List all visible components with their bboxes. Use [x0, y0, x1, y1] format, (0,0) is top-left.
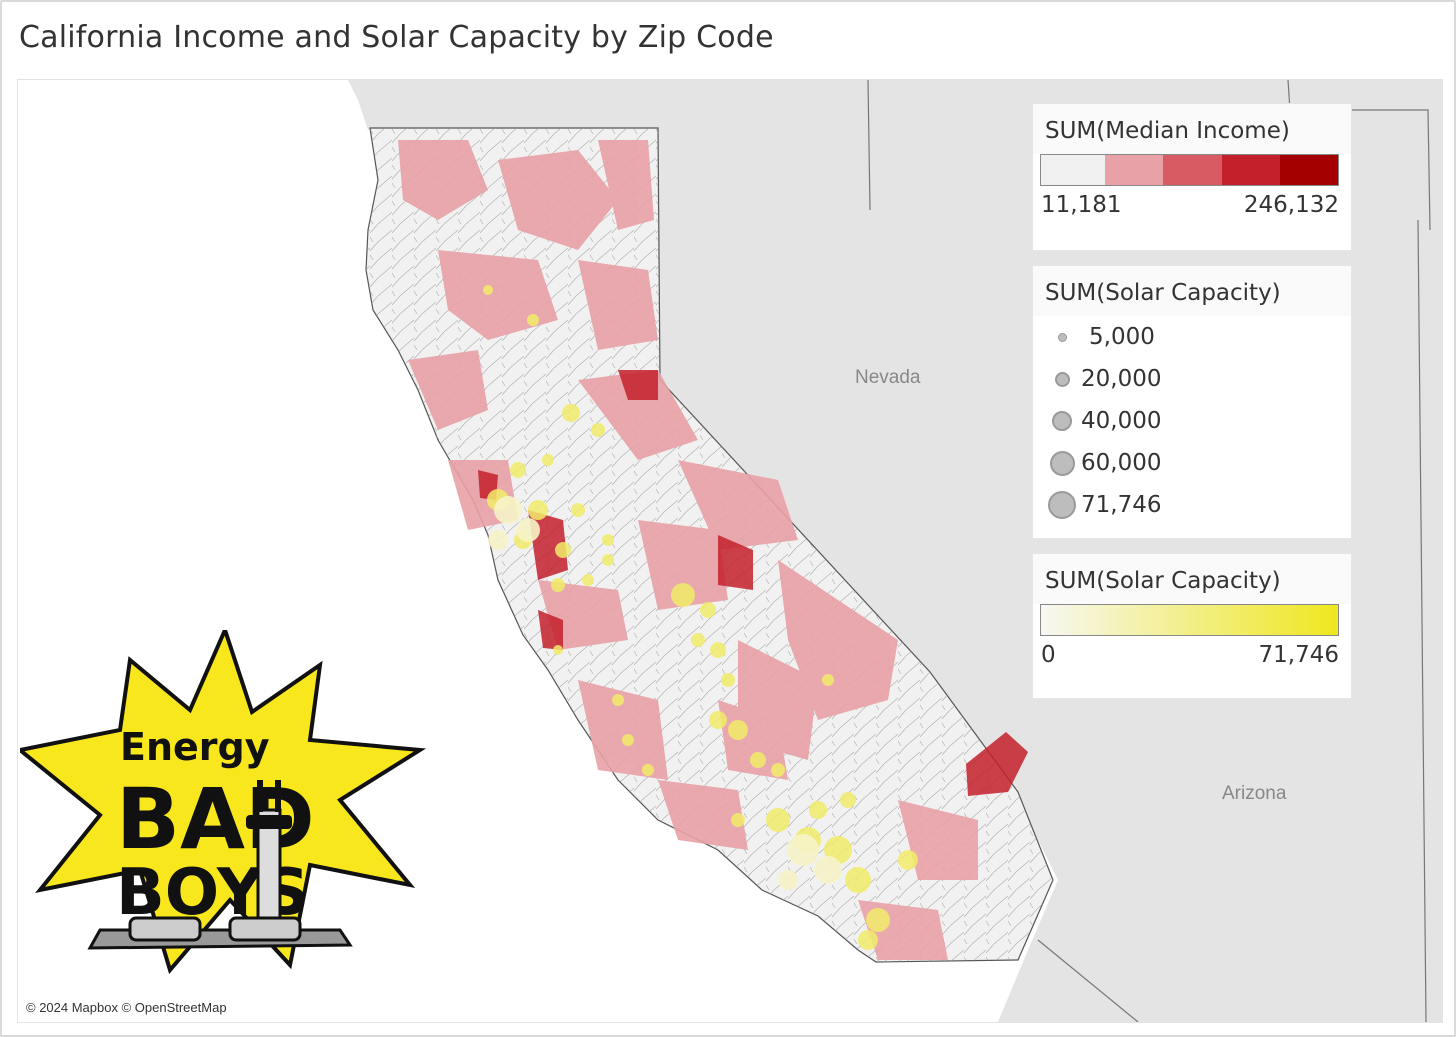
size-label: 71,746 [1081, 492, 1162, 518]
size-dot [1057, 332, 1067, 342]
size-legend-item: 40,000 [1033, 400, 1351, 442]
outlet-plate-icon [87, 916, 353, 950]
income-swatch-5 [1279, 155, 1338, 185]
size-label: 40,000 [1081, 408, 1162, 434]
size-legend-item: 71,746 [1033, 484, 1351, 526]
income-color-scale [1040, 154, 1339, 186]
income-swatch-2 [1105, 155, 1164, 185]
map-attribution[interactable]: © 2024 Mapbox © OpenStreetMap [26, 1000, 227, 1015]
bay-area-cluster [488, 496, 842, 890]
size-dot [1049, 450, 1075, 476]
solar-color-scale [1040, 604, 1339, 636]
size-dot [1054, 371, 1070, 387]
size-label: 60,000 [1081, 450, 1162, 476]
size-dot [1052, 411, 1072, 431]
size-label: 20,000 [1081, 366, 1162, 392]
state-border-lines [867, 80, 1431, 1022]
legend-income-title: SUM(Median Income) [1033, 104, 1351, 154]
size-dot [1048, 491, 1076, 519]
income-swatch-3 [1163, 155, 1222, 185]
legend-solar-color[interactable]: SUM(Solar Capacity) 0 71,746 [1033, 554, 1351, 698]
size-legend-item: 20,000 [1033, 358, 1351, 400]
state-label-nevada: Nevada [855, 367, 921, 388]
income-max-label: 246,132 [1243, 192, 1339, 218]
legend-solar-size-title: SUM(Solar Capacity) [1033, 266, 1351, 316]
solar-max-label: 71,746 [1258, 642, 1339, 668]
logo-energy-text: Energy [120, 725, 270, 769]
income-swatch-4 [1221, 155, 1280, 185]
size-legend-item: 5,000 [1033, 316, 1351, 358]
energy-bad-boys-logo: Energy BAD BOYS [15, 624, 430, 985]
size-label: 5,000 [1089, 324, 1155, 350]
page-title: California Income and Solar Capacity by … [19, 20, 774, 55]
legend-solar-size[interactable]: SUM(Solar Capacity) 5,000 20,000 40,000 … [1033, 266, 1351, 538]
state-label-arizona: Arizona [1222, 783, 1287, 804]
logo-starburst: Energy BAD BOYS [15, 624, 427, 975]
size-legend-item: 60,000 [1033, 442, 1351, 484]
income-swatch-1 [1041, 155, 1106, 185]
legend-solar-color-title: SUM(Solar Capacity) [1033, 554, 1351, 604]
legend-median-income[interactable]: SUM(Median Income) 11,181 246,132 [1033, 104, 1351, 250]
solar-min-label: 0 [1041, 642, 1056, 668]
income-min-label: 11,181 [1041, 192, 1122, 218]
